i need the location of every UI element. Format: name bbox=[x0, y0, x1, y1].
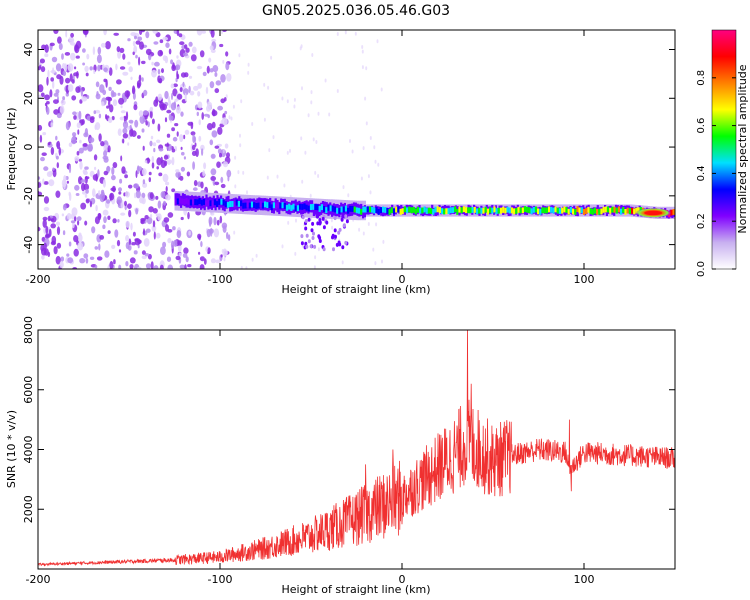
heatmap-x-tick-label: 100 bbox=[574, 273, 595, 286]
heatmap-y-ticks: -40 -20 0 20 40 bbox=[22, 43, 675, 254]
colorbar-gradient bbox=[711, 29, 737, 270]
heatmap-y-tick-label: 0 bbox=[22, 144, 35, 151]
noise-speckles bbox=[38, 30, 385, 269]
colorbar-tick-label: 0.4 bbox=[696, 165, 707, 181]
ridge-band bbox=[174, 191, 675, 252]
heatmap-x-tick-label: 0 bbox=[399, 273, 406, 286]
colorbar-label: Normalized spectral amplitude bbox=[736, 64, 749, 233]
snr-y-tick-label: 6000 bbox=[22, 376, 35, 404]
heatmap-y-tick-label: 40 bbox=[22, 43, 35, 57]
snr-y-axis-label: SNR (10 * v/v) bbox=[5, 410, 18, 488]
snr-y-ticks: 2000 4000 6000 8000 bbox=[22, 316, 675, 523]
heatmap-x-ticks: -200 -100 0 100 bbox=[26, 30, 595, 286]
colorbar-tick-label: 0.2 bbox=[696, 213, 707, 229]
colorbar-tick-label: 0.8 bbox=[696, 70, 707, 86]
heatmap-y-tick-label: 20 bbox=[22, 91, 35, 105]
colorbar: 0.0 0.2 0.4 0.6 0.8 Normalized spectral ampl… bbox=[696, 29, 749, 277]
heatmap-x-tick-label: -100 bbox=[208, 273, 233, 286]
snr-x-tick-label: -200 bbox=[26, 573, 51, 586]
snr-x-tick-label: -100 bbox=[208, 573, 233, 586]
heatmap-content bbox=[38, 30, 675, 269]
snr-y-tick-label: 2000 bbox=[22, 495, 35, 523]
snr-y-tick-label: 4000 bbox=[22, 436, 35, 464]
snr-x-tick-label: 0 bbox=[399, 573, 406, 586]
heatmap-frame bbox=[37, 29, 676, 270]
snr-x-axis-label: Height of straight line (km) bbox=[281, 583, 430, 596]
heatmap-y-tick-label: -40 bbox=[22, 236, 35, 254]
colorbar-ticks: 0.0 0.2 0.4 0.6 0.8 bbox=[696, 70, 736, 277]
snr-x-ticks: -200 -100 0 100 bbox=[26, 330, 595, 586]
heatmap-x-tick-label: -200 bbox=[26, 273, 51, 286]
heatmap-x-axis-label: Height of straight line (km) bbox=[281, 283, 430, 296]
snr-y-tick-label: 8000 bbox=[22, 316, 35, 344]
snr-panel: -200 -100 0 100 2000 4000 6000 8000 Height of … bbox=[5, 316, 676, 596]
snr-x-tick-label: 100 bbox=[574, 573, 595, 586]
colorbar-tick-label: 0.0 bbox=[696, 261, 707, 277]
snr-content bbox=[38, 330, 675, 567]
heatmap-y-axis-label: Frequency (Hz) bbox=[5, 108, 18, 191]
figure-title: GN05.2025.036.05.46.G03 bbox=[262, 3, 450, 19]
heatmap-y-tick-label: -20 bbox=[22, 187, 35, 205]
colorbar-tick-label: 0.6 bbox=[696, 118, 707, 134]
snr-series-line bbox=[38, 330, 675, 567]
